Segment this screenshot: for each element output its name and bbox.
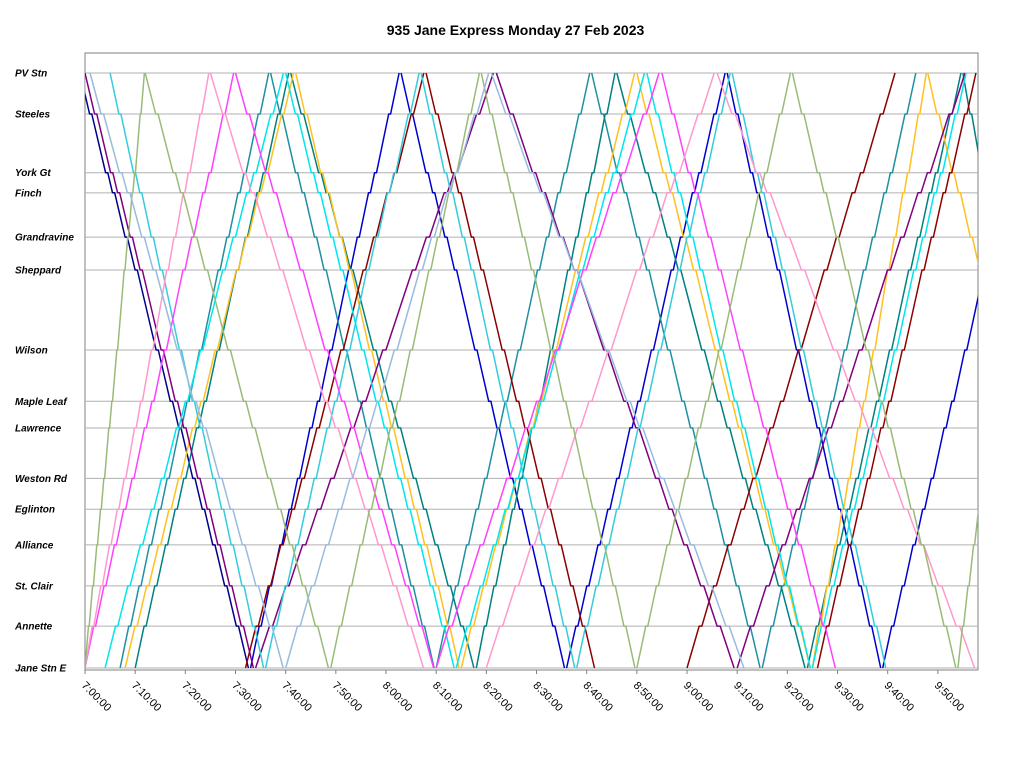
stop-label: Grandravine <box>15 233 74 244</box>
trip-line-10 <box>761 72 917 669</box>
trip-line-40 <box>575 72 731 669</box>
trip-line-11 <box>134 72 290 669</box>
trip-line-39 <box>420 72 576 669</box>
trip-line-57 <box>89 72 284 669</box>
stop-label: Eglinton <box>15 505 55 516</box>
trip-line-21 <box>636 72 811 669</box>
trip-line-43 <box>234 72 435 669</box>
x-tick-label: 9:00:00 <box>681 680 715 714</box>
stop-label: Wilson <box>15 345 48 356</box>
x-tick-label: 8:20:00 <box>480 680 514 714</box>
stop-label: Maple Leaf <box>15 397 68 408</box>
x-tick-label: 8:30:00 <box>530 680 564 714</box>
trip-line-50 <box>85 72 146 669</box>
stop-label: Finch <box>15 188 42 199</box>
trip-line-31 <box>736 72 966 669</box>
trip-line-54 <box>636 72 792 669</box>
trip-line-38 <box>264 72 420 669</box>
trip-line-2 <box>400 72 566 669</box>
trip-line-47 <box>209 72 425 669</box>
x-tick-label: 7:20:00 <box>179 680 213 714</box>
stop-label: Annette <box>14 622 53 633</box>
trip-line-23 <box>927 72 978 266</box>
trip-line-35 <box>646 72 812 669</box>
trip-line-53 <box>480 72 636 669</box>
trip-line-30 <box>495 72 735 669</box>
trip-line-0 <box>85 91 250 669</box>
trip-line-15 <box>806 72 962 669</box>
trip-line-19 <box>294 72 460 669</box>
trip-line-46 <box>85 72 210 669</box>
x-tick-label: 7:00:00 <box>79 680 113 714</box>
stop-label: Lawrence <box>15 423 62 434</box>
chart-title: 935 Jane Express Monday 27 Feb 2023 <box>386 22 645 38</box>
trip-line-18 <box>124 72 295 669</box>
trip-line-14 <box>616 72 806 669</box>
x-tick-label: 9:30:00 <box>831 680 865 714</box>
trip-line-9 <box>590 72 761 669</box>
trip-line-12 <box>289 72 475 669</box>
stop-label: Sheppard <box>15 265 62 276</box>
trip-line-3 <box>565 72 726 669</box>
plot-area <box>84 52 979 671</box>
stop-label: Alliance <box>14 540 54 551</box>
trip-line-59 <box>490 72 745 669</box>
trip-line-29 <box>254 72 495 669</box>
x-tick-label: 7:40:00 <box>280 680 314 714</box>
trip-line-42 <box>85 72 235 669</box>
trip-line-4 <box>726 72 882 669</box>
stop-label: PV Stn <box>15 69 47 80</box>
stop-label: York Gt <box>15 168 51 179</box>
trip-line-28 <box>85 72 255 669</box>
trip-line-5 <box>881 294 978 669</box>
x-tick-label: 7:10:00 <box>129 680 163 714</box>
trip-line-34 <box>455 72 646 669</box>
trip-line-44 <box>435 72 660 669</box>
trip-line-27 <box>816 72 977 669</box>
trip-line-56 <box>957 508 978 669</box>
stop-label: St. Clair <box>15 581 54 592</box>
trip-line-55 <box>791 72 957 669</box>
x-tick-label: 9:40:00 <box>882 680 916 714</box>
trip-line-51 <box>144 72 330 669</box>
stop-label: Steeles <box>15 110 50 121</box>
x-tick-label: 8:50:00 <box>631 680 665 714</box>
trip-line-22 <box>811 72 928 669</box>
x-tick-label: 8:40:00 <box>581 680 615 714</box>
trip-line-25 <box>425 72 596 669</box>
stop-labels: PV Stn Steeles York Gt Finch Grandravine Shep… <box>14 69 74 675</box>
trip-line-8 <box>435 72 591 669</box>
stop-label: Weston Rd <box>15 474 68 485</box>
x-tick-label: 9:50:00 <box>932 680 966 714</box>
trip-line-26 <box>686 72 896 669</box>
trip-line-48 <box>485 72 715 669</box>
x-tick-label: 7:50:00 <box>330 680 364 714</box>
x-tick-label: 7:30:00 <box>229 680 263 714</box>
x-tick-label: 8:00:00 <box>380 680 414 714</box>
trip-lines <box>85 72 978 669</box>
x-tick-label: 8:10:00 <box>430 680 464 714</box>
trip-line-7 <box>269 72 435 669</box>
trip-line-32 <box>104 72 285 669</box>
trip-line-41 <box>731 72 887 669</box>
x-tick-label: 9:20:00 <box>781 680 815 714</box>
trip-line-45 <box>661 72 837 669</box>
trip-line-58 <box>284 72 490 669</box>
x-tick-label: 9:10:00 <box>731 680 765 714</box>
trip-line-17 <box>85 73 86 102</box>
x-tick-labels: 7:00:00 7:10:00 7:20:00 7:30:00 7:40:00 7:50:… <box>79 670 966 714</box>
stop-label: Jane Stn E <box>15 664 66 675</box>
